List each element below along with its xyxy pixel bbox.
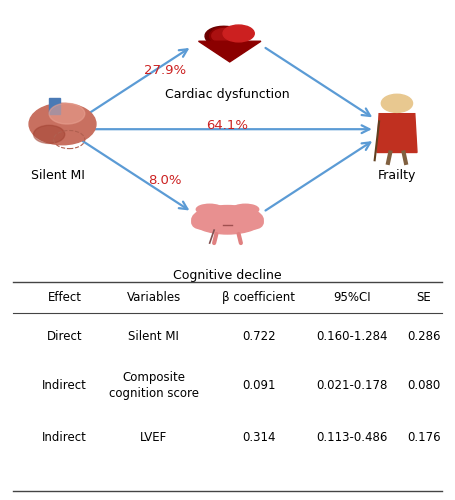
- Text: 0.113-0.486: 0.113-0.486: [317, 432, 388, 444]
- Text: 64.1%: 64.1%: [207, 119, 248, 132]
- Text: Composite
cognition score: Composite cognition score: [109, 371, 199, 400]
- Ellipse shape: [34, 126, 65, 144]
- Text: 27.9%: 27.9%: [144, 64, 186, 78]
- Text: 0.080: 0.080: [407, 379, 440, 392]
- Ellipse shape: [49, 104, 85, 124]
- Polygon shape: [198, 41, 261, 62]
- Ellipse shape: [192, 206, 263, 234]
- Text: Frailty: Frailty: [378, 170, 416, 182]
- Ellipse shape: [29, 104, 96, 144]
- Text: Indirect: Indirect: [42, 379, 87, 392]
- Ellipse shape: [245, 216, 263, 229]
- Text: 95%CI: 95%CI: [334, 291, 371, 304]
- Text: 0.286: 0.286: [407, 330, 440, 342]
- Text: 0.722: 0.722: [242, 330, 276, 342]
- Ellipse shape: [196, 204, 223, 214]
- Text: β coefficient: β coefficient: [222, 291, 295, 304]
- Text: Variables: Variables: [127, 291, 181, 304]
- Text: Silent MI: Silent MI: [31, 170, 85, 182]
- Text: Silent MI: Silent MI: [128, 330, 179, 342]
- Text: 0.314: 0.314: [242, 432, 275, 444]
- Text: 0.091: 0.091: [242, 379, 275, 392]
- Text: 0.021-0.178: 0.021-0.178: [317, 379, 388, 392]
- Text: Effect: Effect: [48, 291, 82, 304]
- Text: Direct: Direct: [47, 330, 82, 342]
- Ellipse shape: [223, 25, 254, 42]
- Text: Cardiac dysfunction: Cardiac dysfunction: [165, 88, 290, 101]
- Text: 0.176: 0.176: [407, 432, 440, 444]
- Ellipse shape: [205, 26, 245, 47]
- Text: LVEF: LVEF: [140, 432, 167, 444]
- Circle shape: [381, 94, 413, 112]
- Text: SE: SE: [416, 291, 431, 304]
- Ellipse shape: [210, 27, 241, 45]
- Text: 0.160-1.284: 0.160-1.284: [317, 330, 388, 342]
- Polygon shape: [49, 98, 60, 114]
- Text: 8.0%: 8.0%: [148, 174, 182, 188]
- Ellipse shape: [232, 204, 259, 214]
- Ellipse shape: [192, 216, 210, 229]
- Polygon shape: [377, 114, 417, 152]
- Ellipse shape: [212, 28, 238, 42]
- Text: Indirect: Indirect: [42, 432, 87, 444]
- Text: Cognitive decline: Cognitive decline: [173, 269, 282, 282]
